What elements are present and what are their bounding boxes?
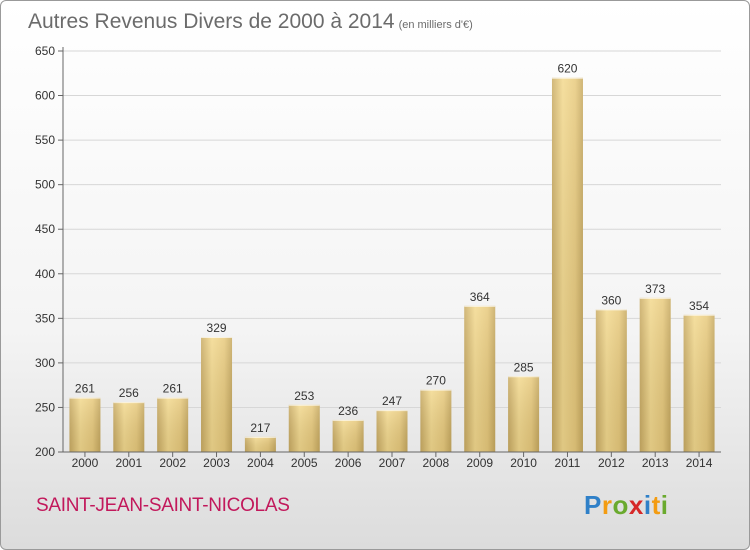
data-label: 261 [163,382,183,396]
bar-shade [201,337,233,452]
y-tick-label: 550 [35,133,55,147]
chart-title: Autres Revenus Divers de 2000 à 2014 (en … [28,10,473,34]
x-tick-label: 2002 [159,456,186,470]
y-tick-label: 650 [35,44,55,58]
bar-shade [288,404,320,452]
y-tick-label: 450 [35,222,55,236]
data-label: 364 [470,290,490,304]
y-tick-label: 500 [35,178,55,192]
y-tick-label: 350 [35,311,55,325]
x-tick-label: 2007 [379,456,406,470]
chart-unit: (en milliers d'€) [398,19,473,31]
data-label: 354 [689,299,709,313]
bar-shade [113,402,145,452]
x-tick-label: 2010 [510,456,537,470]
brand-letter: t [651,490,661,520]
bar-shade [244,436,276,452]
y-tick-label: 300 [35,356,55,370]
x-tick-label: 2011 [555,456,581,470]
bar-shade [376,410,408,452]
x-tick-label: 2013 [642,456,669,470]
data-label: 373 [645,282,665,296]
y-tick-label: 250 [35,400,55,414]
brand-letter: r [601,490,613,520]
bar-chart: 261 256 261 329 217 253 236 247 270 364 285 620 360 3… [35,44,721,470]
place-name: SAINT-JEAN-SAINT-NICOLAS [36,495,290,516]
brand-letter: i [660,490,669,520]
x-tick-label: 2003 [203,456,230,470]
x-tick-label: 2004 [247,456,274,470]
y-tick-label: 600 [35,89,55,103]
data-label: 270 [426,374,446,388]
x-tick-label: 2009 [466,456,493,470]
data-label: 620 [557,62,577,76]
chart-title-text: Autres Revenus Divers de 2000 à 2014 [28,10,395,33]
brand-letter: x [628,490,644,520]
data-label: 253 [294,389,314,403]
data-label: 256 [119,386,139,400]
bar-shade [683,314,715,452]
brand-letter: o [612,490,629,520]
brand-letter: i [643,490,652,520]
x-tick-label: 2008 [423,456,450,470]
bar-shade [332,419,364,452]
bar-shade [639,297,671,452]
data-label: 217 [250,421,270,435]
data-label: 247 [382,394,402,408]
bar-shade [69,397,101,452]
data-label: 360 [601,293,621,307]
brand-logo: Proxiti [584,490,668,521]
bar-shade [157,397,189,452]
x-tick-label: 2001 [115,456,142,470]
x-tick-label: 2005 [291,456,318,470]
bar-shade [420,389,452,452]
brand-letter: P [584,490,602,520]
x-tick-label: 2006 [335,456,362,470]
bar-shade [595,309,627,452]
y-tick-label: 200 [35,445,55,459]
bar-shade [551,77,583,452]
bar-shade [508,376,540,452]
x-tick-label: 2014 [686,456,713,470]
y-tick-label: 400 [35,267,55,281]
data-label: 236 [338,404,358,418]
x-tick-label: 2000 [72,456,99,470]
bar-shade [464,305,496,452]
data-label: 285 [514,360,534,374]
x-tick-label: 2012 [598,456,625,470]
data-label: 329 [207,321,227,335]
data-label: 261 [75,382,95,396]
